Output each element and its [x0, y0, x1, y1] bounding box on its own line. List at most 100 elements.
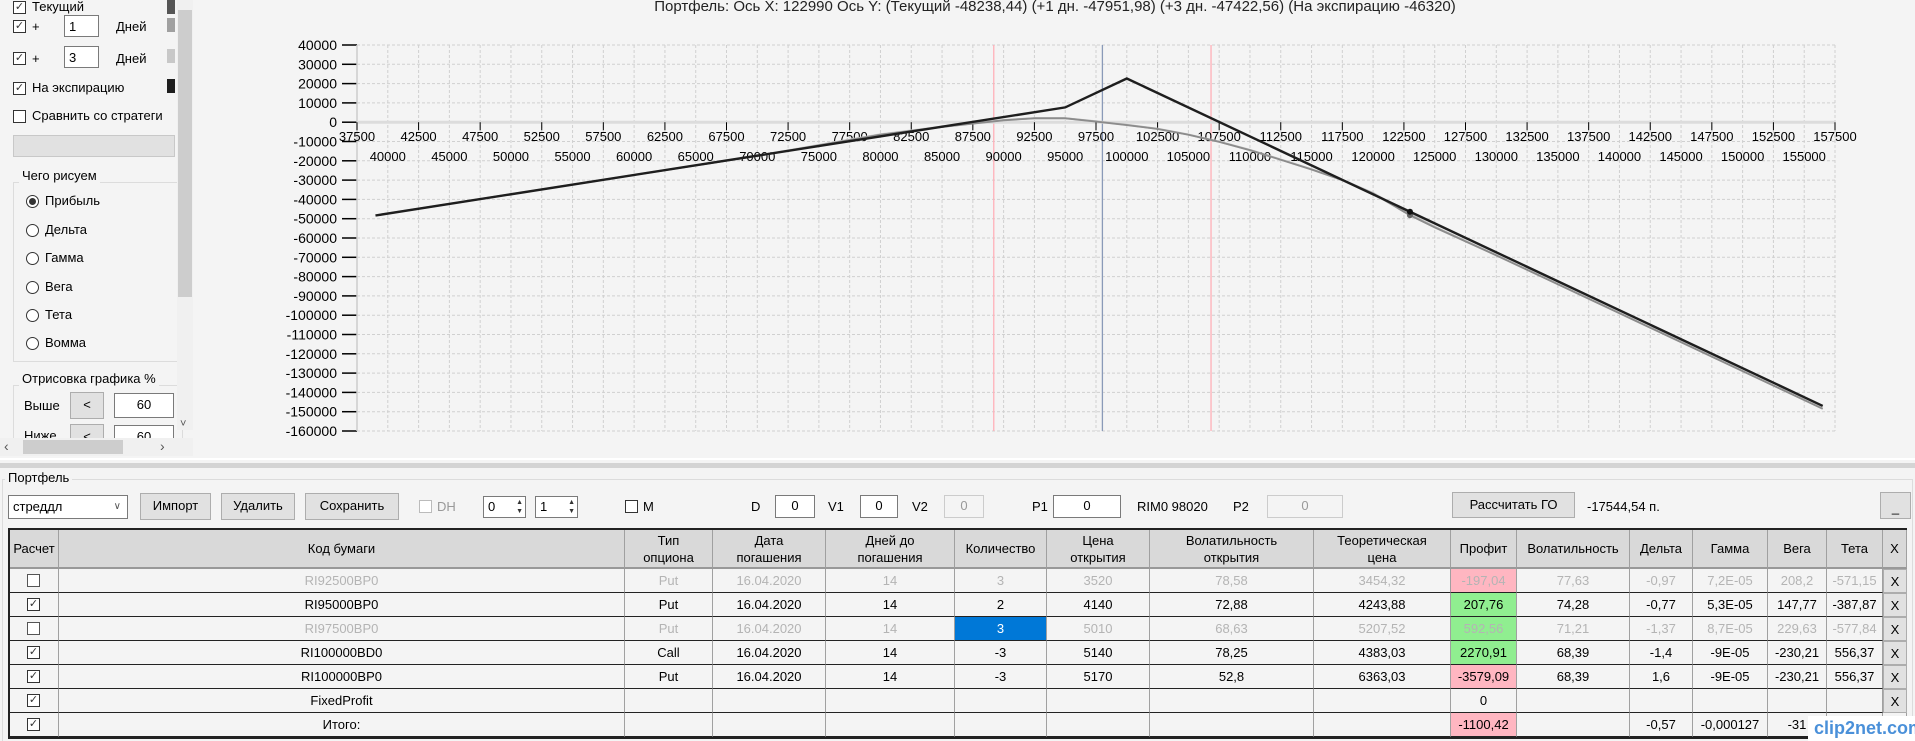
column-header[interactable]: Цена открытия: [1047, 530, 1150, 569]
column-header[interactable]: Расчет: [10, 530, 59, 569]
y-tick-label: -70000: [293, 249, 337, 265]
table-cell: RI92500BP0: [59, 569, 625, 593]
column-header[interactable]: Дата погашения: [713, 530, 826, 569]
spinner-2[interactable]: 1 ▲ ▼: [535, 496, 578, 518]
scroll-down-arrow-icon[interactable]: ˅: [180, 418, 187, 430]
radio-label: Тета: [45, 307, 73, 322]
expiration-checkbox[interactable]: ✓: [13, 82, 26, 95]
spinner-arrows-icon[interactable]: ▲ ▼: [516, 499, 523, 515]
x-tick-label: 105000: [1167, 149, 1210, 164]
above-decrease-button[interactable]: <: [70, 392, 104, 419]
calc-checkbox[interactable]: [27, 622, 40, 635]
column-header[interactable]: Волатильность: [1517, 530, 1630, 569]
horizontal-scrollbar-thumb[interactable]: [23, 440, 123, 454]
day3-input[interactable]: 3: [64, 46, 99, 68]
m-checkbox[interactable]: [625, 500, 638, 513]
table-cell: 78,58: [1150, 569, 1314, 593]
spinner-arrows-icon[interactable]: ▲ ▼: [568, 499, 575, 515]
current-checkbox[interactable]: ✓: [13, 1, 26, 14]
spinner-1[interactable]: 0 ▲ ▼: [483, 496, 526, 518]
strategy-dropdown[interactable]: стреддл ∨: [8, 495, 128, 519]
column-header[interactable]: Теоретическая цена: [1314, 530, 1451, 569]
remove-row-button[interactable]: X: [1883, 569, 1907, 593]
calc-cell: ✓: [10, 593, 59, 617]
table-cell[interactable]: [955, 689, 1047, 713]
table-row[interactable]: ✓ FixedProfit 0 X: [10, 689, 1907, 713]
calc-checkbox[interactable]: [27, 574, 40, 587]
v2-input[interactable]: 0: [944, 495, 984, 518]
vertical-scrollbar-thumb[interactable]: [178, 10, 192, 297]
horizontal-scrollbar[interactable]: ‹ ›: [0, 438, 193, 456]
radio-0[interactable]: [26, 195, 39, 208]
calculate-go-button[interactable]: Рассчитать ГО: [1452, 492, 1575, 518]
table-cell: 68,39: [1517, 641, 1630, 665]
calc-checkbox[interactable]: ✓: [27, 598, 40, 611]
column-header[interactable]: Тип опциона: [625, 530, 713, 569]
x-tick-label: 92500: [1016, 129, 1052, 144]
radio-1[interactable]: [26, 224, 39, 237]
splitter[interactable]: [0, 458, 1915, 470]
column-header[interactable]: Тета: [1827, 530, 1883, 569]
table-cell[interactable]: -3: [955, 641, 1047, 665]
table-cell[interactable]: -3: [955, 665, 1047, 689]
day1-input[interactable]: 1: [64, 15, 99, 37]
column-header[interactable]: Количество: [955, 530, 1047, 569]
column-header[interactable]: Дней до погашения: [826, 530, 955, 569]
compare-checkbox[interactable]: [13, 110, 26, 123]
column-header[interactable]: X: [1883, 530, 1907, 569]
p1-input[interactable]: 0: [1053, 495, 1121, 518]
calc-checkbox[interactable]: ✓: [27, 718, 40, 731]
radio-5[interactable]: [26, 337, 39, 350]
minimize-button[interactable]: _: [1880, 492, 1911, 519]
calc-checkbox[interactable]: ✓: [27, 646, 40, 659]
table-cell[interactable]: 3: [955, 617, 1047, 641]
save-button[interactable]: Сохранить: [305, 493, 399, 520]
scroll-right-arrow-icon[interactable]: ›: [160, 438, 165, 454]
column-header[interactable]: Вега: [1768, 530, 1827, 569]
column-header[interactable]: Код бумаги: [59, 530, 625, 569]
table-cell[interactable]: 2: [955, 593, 1047, 617]
vertical-scrollbar[interactable]: ˅: [177, 0, 193, 430]
remove-row-button[interactable]: X: [1883, 641, 1907, 665]
remove-row-button[interactable]: X: [1883, 689, 1907, 713]
d-input[interactable]: 0: [775, 495, 815, 518]
current-color-swatch: [167, 0, 175, 14]
table-cell[interactable]: [955, 713, 1047, 737]
table-cell: 14: [826, 617, 955, 641]
import-button[interactable]: Импорт: [140, 493, 211, 520]
table-row[interactable]: ✓ RI95000BP0 Put 16.04.2020 14 2 4140 72,88 4243…: [10, 593, 1907, 617]
column-header[interactable]: Дельта: [1630, 530, 1693, 569]
scroll-left-arrow-icon[interactable]: ‹: [4, 438, 9, 454]
table-row[interactable]: ✓ RI100000BP0 Put 16.04.2020 14 -3 5170 52,8 636…: [10, 665, 1907, 689]
day1-checkbox[interactable]: ✓: [13, 20, 26, 33]
radio-3[interactable]: [26, 281, 39, 294]
calc-checkbox[interactable]: ✓: [27, 670, 40, 683]
table-row[interactable]: ✓ Итого: -1100,42 -0,57 -0,000127 -31: [10, 713, 1907, 737]
column-header[interactable]: Волатильность открытия: [1150, 530, 1314, 569]
day3-checkbox[interactable]: ✓: [13, 52, 26, 65]
delete-button[interactable]: Удалить: [221, 493, 295, 520]
table-row[interactable]: RI92500BP0 Put 16.04.2020 14 3 3520 78,58 3454,…: [10, 569, 1907, 593]
table-row[interactable]: RI97500BP0 Put 16.04.2020 14 3 5010 68,63 5207,…: [10, 617, 1907, 641]
strategy-select-button[interactable]: [13, 135, 175, 157]
v1-input[interactable]: 0: [860, 495, 898, 518]
radio-2[interactable]: [26, 252, 39, 265]
profit-chart[interactable]: Портфель: Ось X: 122990 Ось Y: (Текущий …: [195, 0, 1915, 456]
table-row[interactable]: ✓ RI100000BD0 Call 16.04.2020 14 -3 5140 78,25 4…: [10, 641, 1907, 665]
column-header[interactable]: Гамма: [1693, 530, 1768, 569]
dh-checkbox[interactable]: [419, 500, 432, 513]
table-cell: -387,87: [1827, 593, 1883, 617]
p2-input[interactable]: 0: [1267, 495, 1343, 518]
above-input[interactable]: 60: [114, 393, 174, 418]
x-tick-label: 140000: [1598, 149, 1641, 164]
chart-canvas[interactable]: 400003000020000100000-10000-20000-30000-…: [195, 0, 1915, 456]
table-cell: [1517, 713, 1630, 737]
table-cell[interactable]: 3: [955, 569, 1047, 593]
column-header[interactable]: Профит: [1451, 530, 1517, 569]
radio-4[interactable]: [26, 309, 39, 322]
calc-checkbox[interactable]: ✓: [27, 694, 40, 707]
remove-row-button[interactable]: X: [1883, 593, 1907, 617]
calc-cell: ✓: [10, 641, 59, 665]
remove-row-button[interactable]: X: [1883, 665, 1907, 689]
remove-row-button[interactable]: X: [1883, 617, 1907, 641]
